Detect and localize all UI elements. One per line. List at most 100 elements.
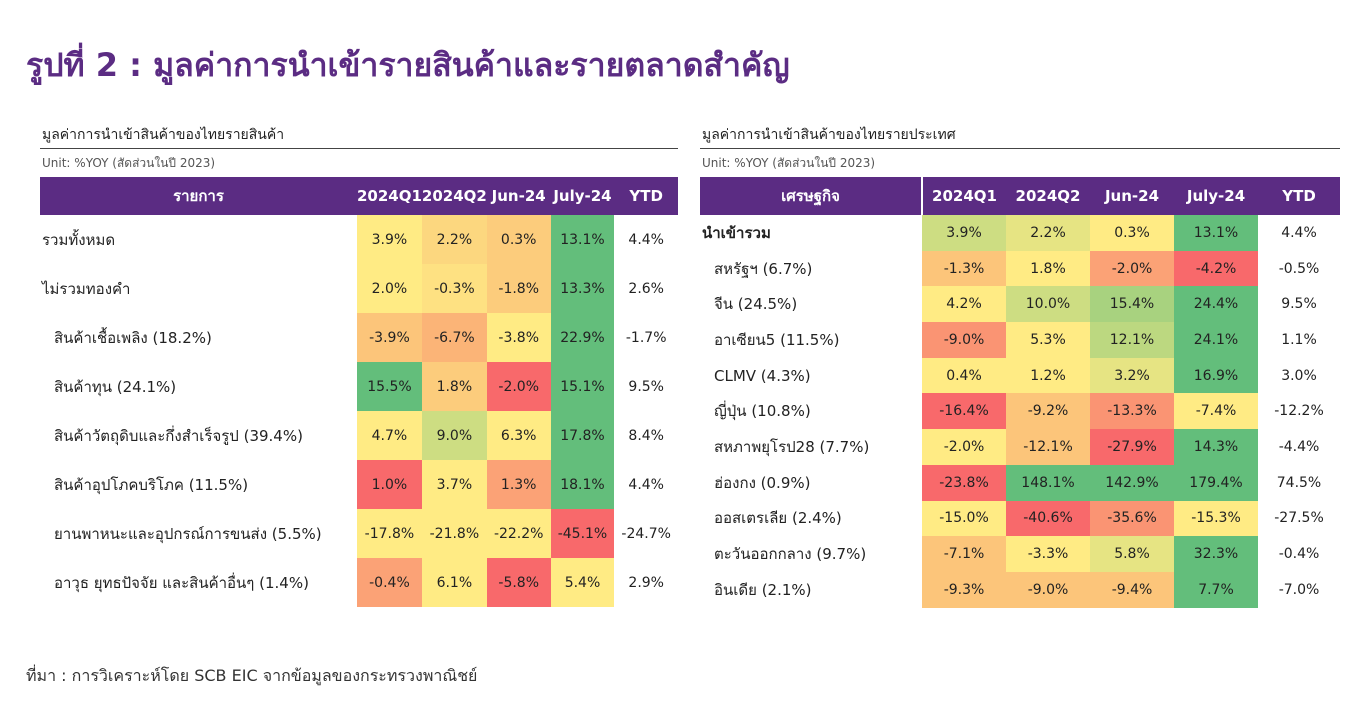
product-heat-cell: 1.0% xyxy=(356,460,422,509)
product-heat-cell: 17.8% xyxy=(550,411,615,460)
country-heat-cell: 5.8% xyxy=(1090,536,1174,572)
product-heat-cell: -17.8% xyxy=(356,509,422,558)
product-header-row: รายการ 2024Q1 2024Q2 Jun-24 July-24 YTD xyxy=(40,177,678,215)
country-ytd-cell: 4.4% xyxy=(1258,215,1340,251)
product-heat-cell: 9.0% xyxy=(421,411,487,460)
country-ytd-cell: 74.5% xyxy=(1258,464,1340,501)
product-row-label: สินค้าเชื้อเพลิง (18.2%) xyxy=(54,328,212,347)
country-ytd-cell: 3.0% xyxy=(1258,357,1340,394)
country-ytd-cell: -7.0% xyxy=(1258,571,1340,608)
country-heat-cell: -9.3% xyxy=(922,571,1006,608)
country-table-row: ออสเตรเลีย (2.4%) -15.0% -40.6% -35.6% -15.3… xyxy=(700,500,1340,537)
product-heat-cell: 6.3% xyxy=(486,411,551,460)
country-import-panel: มูลค่าการนำเข้าสินค้าของไทยรายประเทศ Uni… xyxy=(700,122,1340,608)
product-ytd-cell: 4.4% xyxy=(614,215,678,264)
product-row-label: ยานพาหนะและอุปกรณ์การขนส่ง (5.5%) xyxy=(54,524,322,543)
country-row-label: ฮ่องกง (0.9%) xyxy=(714,473,811,492)
country-heat-cell: -9.0% xyxy=(922,322,1006,358)
country-table-row: สหรัฐฯ (6.7%) -1.3% 1.8% -2.0% -4.2% -0.5% xyxy=(700,250,1340,287)
product-row-label: อาวุธ ยุทธปัจจัย และสินค้าอื่นๆ (1.4%) xyxy=(54,573,309,592)
country-heat-cell: -15.0% xyxy=(922,500,1006,537)
product-heat-cell: 3.9% xyxy=(356,215,422,264)
country-row-label: อาเซียน5 (11.5%) xyxy=(714,330,840,349)
country-table-row: นำเข้ารวม 3.9% 2.2% 0.3% 13.1% 4.4% xyxy=(700,215,1340,251)
country-heat-cell: 0.4% xyxy=(922,357,1006,394)
product-table-row: ยานพาหนะและอุปกรณ์การขนส่ง (5.5%) -17.8% -… xyxy=(40,509,678,558)
product-heat-cell: 4.7% xyxy=(356,411,422,460)
product-label-header: รายการ xyxy=(40,177,357,215)
product-heat-cell: 15.5% xyxy=(356,362,422,411)
country-heat-cell: 10.0% xyxy=(1006,286,1090,323)
country-heatmap-table: เศรษฐกิจ 2024Q1 2024Q2 Jun-24 July-24 YTD นำเ… xyxy=(700,177,1340,608)
country-heat-cell: 148.1% xyxy=(1006,464,1090,501)
country-heat-cell: 12.1% xyxy=(1090,322,1174,358)
country-heat-cell: 24.4% xyxy=(1174,286,1258,323)
country-heat-cell: -35.6% xyxy=(1090,500,1174,537)
product-ytd-cell: 2.9% xyxy=(614,558,678,607)
product-heat-cell: 13.1% xyxy=(550,215,615,264)
country-column-header: 2024Q2 xyxy=(1006,177,1090,215)
product-heat-cell: 22.9% xyxy=(550,313,615,362)
country-ytd-cell: -4.4% xyxy=(1258,429,1340,465)
country-column-header: YTD xyxy=(1258,177,1340,215)
product-column-header: 2024Q1 xyxy=(356,177,422,215)
country-heat-cell: -9.2% xyxy=(1006,393,1090,430)
product-heat-cell: 6.1% xyxy=(421,558,487,607)
country-title-rule xyxy=(700,148,1340,149)
country-ytd-cell: 9.5% xyxy=(1258,286,1340,323)
product-ytd-cell: -1.7% xyxy=(614,313,678,362)
product-table-row: สินค้าวัตถุดิบและกึ่งสำเร็จรูป (39.4%) 4.… xyxy=(40,411,678,460)
product-heat-cell: -3.8% xyxy=(486,313,551,362)
country-heat-cell: -13.3% xyxy=(1090,393,1174,430)
country-heat-cell: 2.2% xyxy=(1006,215,1090,251)
country-heat-cell: 24.1% xyxy=(1174,322,1258,358)
product-column-header: 2024Q2 xyxy=(421,177,487,215)
product-table-row: สินค้าอุปโภคบริโภค (11.5%) 1.0% 3.7% 1.3% 18… xyxy=(40,460,678,509)
country-ytd-cell: 1.1% xyxy=(1258,322,1340,358)
country-ytd-cell: -0.5% xyxy=(1258,250,1340,287)
product-row-label: สินค้าวัตถุดิบและกึ่งสำเร็จรูป (39.4%) xyxy=(54,426,303,445)
country-row-label: จีน (24.5%) xyxy=(714,295,798,314)
country-heat-cell: -9.0% xyxy=(1006,571,1090,608)
product-heat-cell: 2.0% xyxy=(356,264,422,313)
page-title: รูปที่ 2 : มูลค่าการนำเข้ารายสินค้าและรา… xyxy=(26,46,790,84)
country-heat-cell: 1.8% xyxy=(1006,250,1090,287)
country-table-row: อาเซียน5 (11.5%) -9.0% 5.3% 12.1% 24.1% 1.1% xyxy=(700,322,1340,358)
country-heat-cell: -16.4% xyxy=(922,393,1006,430)
product-heat-cell: -6.7% xyxy=(421,313,487,362)
country-heat-cell: 15.4% xyxy=(1090,286,1174,323)
product-heat-cell: 18.1% xyxy=(550,460,615,509)
product-heat-cell: -45.1% xyxy=(550,509,615,558)
country-heat-cell: 4.2% xyxy=(922,286,1006,323)
product-ytd-cell: 9.5% xyxy=(614,362,678,411)
product-heat-cell: 1.3% xyxy=(486,460,551,509)
country-table-title: มูลค่าการนำเข้าสินค้าของไทยรายประเทศ xyxy=(702,127,956,143)
product-heatmap-table: รายการ 2024Q1 2024Q2 Jun-24 July-24 YTD รวมทั… xyxy=(40,177,678,607)
country-table-row: CLMV (4.3%) 0.4% 1.2% 3.2% 16.9% 3.0% xyxy=(700,357,1340,394)
product-table-title: มูลค่าการนำเข้าสินค้าของไทยรายสินค้า xyxy=(42,127,285,143)
country-table-row: อินเดีย (2.1%) -9.3% -9.0% -9.4% 7.7% -7.0% xyxy=(700,571,1340,608)
product-table-row: สินค้าเชื้อเพลิง (18.2%) -3.9% -6.7% -3.8% 2… xyxy=(40,313,678,362)
product-row-label: สินค้าอุปโภคบริโภค (11.5%) xyxy=(54,475,249,494)
product-heat-cell: -5.8% xyxy=(486,558,551,607)
country-heat-cell: 179.4% xyxy=(1174,464,1258,501)
product-table-row: สินค้าทุน (24.1%) 15.5% 1.8% -2.0% 15.1% 9.5% xyxy=(40,362,678,411)
country-heat-cell: 1.2% xyxy=(1006,357,1090,394)
product-heat-cell: 15.1% xyxy=(550,362,615,411)
product-table-body: รวมทั้งหมด 3.9% 2.2% 0.3% 13.1% 4.4% ไม่รวมทอง… xyxy=(40,215,678,607)
country-label-header: เศรษฐกิจ xyxy=(700,177,923,215)
product-heat-cell: 0.3% xyxy=(486,215,551,264)
country-table-row: สหภาพยุโรป28 (7.7%) -2.0% -12.1% -27.9% 14.3… xyxy=(700,429,1340,465)
country-heat-cell: 3.2% xyxy=(1090,357,1174,394)
country-heat-cell: 7.7% xyxy=(1174,571,1258,608)
product-table-row: อาวุธ ยุทธปัจจัย และสินค้าอื่นๆ (1.4%) -0… xyxy=(40,558,678,607)
country-heat-cell: -40.6% xyxy=(1006,500,1090,537)
product-heat-cell: -22.2% xyxy=(486,509,551,558)
country-heat-cell: 14.3% xyxy=(1174,429,1258,465)
country-heat-cell: 5.3% xyxy=(1006,322,1090,358)
country-heat-cell: 142.9% xyxy=(1090,464,1174,501)
product-heat-cell: -21.8% xyxy=(421,509,487,558)
country-row-label: ญี่ปุ่น (10.8%) xyxy=(714,402,811,421)
product-heat-cell: -2.0% xyxy=(486,362,551,411)
product-heat-cell: -0.4% xyxy=(356,558,422,607)
